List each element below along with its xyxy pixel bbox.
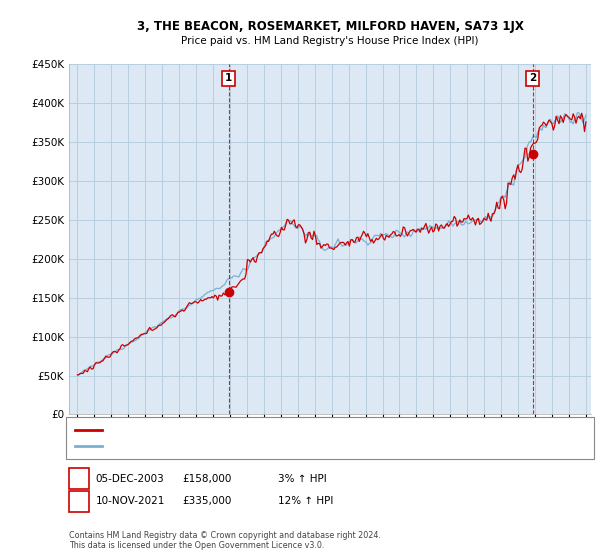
Text: 2: 2 — [76, 496, 83, 506]
Text: Price paid vs. HM Land Registry's House Price Index (HPI): Price paid vs. HM Land Registry's House … — [181, 36, 479, 46]
Text: 1: 1 — [76, 474, 83, 484]
Text: 2: 2 — [529, 73, 536, 83]
Text: £158,000: £158,000 — [182, 474, 232, 484]
Text: 12% ↑ HPI: 12% ↑ HPI — [278, 496, 334, 506]
Text: 1: 1 — [225, 73, 232, 83]
Text: 05-DEC-2003: 05-DEC-2003 — [95, 474, 164, 484]
Text: 3, THE BEACON, ROSEMARKET, MILFORD HAVEN, SA73 1JX (detached house): 3, THE BEACON, ROSEMARKET, MILFORD HAVEN… — [108, 426, 440, 435]
Text: 10-NOV-2021: 10-NOV-2021 — [95, 496, 165, 506]
Text: HPI: Average price, detached house, Pembrokeshire: HPI: Average price, detached house, Pemb… — [108, 442, 331, 451]
Text: Contains HM Land Registry data © Crown copyright and database right 2024.
This d: Contains HM Land Registry data © Crown c… — [69, 530, 381, 550]
Text: 3, THE BEACON, ROSEMARKET, MILFORD HAVEN, SA73 1JX: 3, THE BEACON, ROSEMARKET, MILFORD HAVEN… — [137, 20, 523, 32]
Text: 3% ↑ HPI: 3% ↑ HPI — [278, 474, 327, 484]
Text: £335,000: £335,000 — [182, 496, 232, 506]
